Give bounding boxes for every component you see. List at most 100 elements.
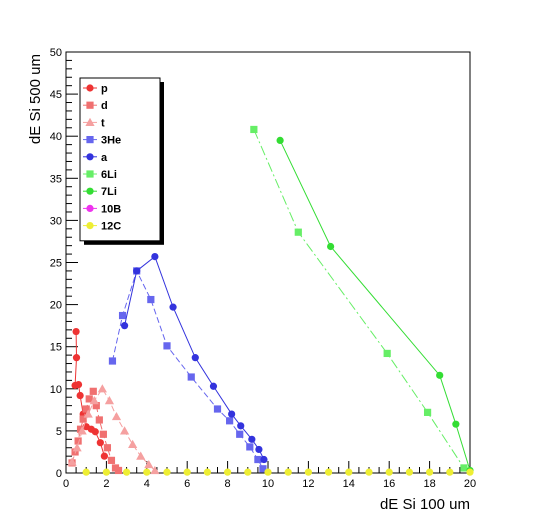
x-tick-label: 16 [383, 478, 395, 490]
legend: pdt 3He a 6Li 7Li 10B 12C [79, 77, 164, 245]
legend-entry-10B: 10B [83, 203, 121, 215]
data-point-7Li [452, 420, 460, 428]
data-point-t [136, 451, 146, 460]
data-point-p [72, 354, 81, 362]
data-point-12C [203, 468, 211, 476]
data-point-p [100, 452, 108, 460]
legend-entry-d: d [83, 100, 108, 112]
data-point-12C [385, 468, 393, 476]
x-tick-label: 20 [464, 478, 476, 490]
data-point-12C [224, 468, 232, 476]
data-point-p [91, 428, 99, 436]
data-point-a [255, 445, 263, 454]
data-point-d [89, 387, 97, 395]
data-point-a [248, 435, 256, 443]
data-point-t [72, 443, 82, 452]
data-point-12C [284, 468, 292, 476]
data-point-p [72, 327, 80, 336]
data-point-t [89, 395, 99, 405]
x-tick-label: 18 [423, 478, 435, 490]
data-point-a [260, 455, 268, 464]
legend-marker [86, 84, 94, 92]
data-point-a [169, 303, 177, 311]
legend-label: a [101, 152, 108, 164]
series-layer [67, 125, 474, 476]
data-point-3He [187, 373, 195, 381]
data-point-3He [163, 342, 171, 350]
series-6Li [250, 125, 468, 472]
data-point-12C [123, 468, 131, 476]
y-tick-label: 40 [50, 131, 62, 143]
series-t [67, 384, 160, 475]
data-point-12C [183, 468, 191, 476]
legend-entry-p: p [83, 83, 108, 95]
y-tick-label: 50 [50, 47, 62, 59]
legend-label: 12C [101, 221, 121, 233]
data-point-a [191, 354, 199, 362]
data-point-a [151, 253, 159, 261]
data-point-a [120, 322, 129, 330]
data-point-12C [264, 468, 272, 476]
legend-marker [86, 153, 94, 161]
data-point-12C [82, 468, 90, 476]
data-point-d [71, 448, 79, 456]
data-point-d [82, 405, 90, 413]
data-point-t [150, 465, 160, 475]
data-point-3He [259, 465, 267, 473]
data-point-a [133, 267, 141, 275]
legend-entry-a: a [83, 152, 108, 164]
data-point-6Li [294, 228, 302, 236]
data-point-t [128, 439, 138, 448]
legend-entry-7Li: 7Li [83, 186, 117, 198]
legend-entry-3He: 3He [83, 135, 121, 147]
legend-label: 10B [101, 203, 121, 215]
data-point-12C [365, 468, 373, 476]
legend-label: 7Li [101, 186, 117, 198]
data-point-3He [147, 295, 155, 304]
legend-marker [86, 222, 94, 230]
data-point-t [111, 411, 122, 421]
x-tick-label: 6 [184, 478, 190, 490]
y-tick-label: 10 [50, 384, 62, 396]
series-3He [108, 267, 267, 473]
legend-label: 6Li [101, 169, 117, 181]
data-point-12C [466, 468, 474, 476]
y-tick-label: 15 [50, 342, 62, 354]
data-point-t [104, 395, 115, 405]
data-point-d [95, 416, 103, 424]
data-point-6Li [460, 464, 468, 472]
legend-entry-6Li: 6Li [83, 169, 117, 181]
legend-entry-12C: 12C [83, 221, 121, 233]
data-point-t [97, 384, 107, 393]
y-axis-title: dE Si 500 um [27, 54, 44, 144]
x-tick-label: 10 [262, 478, 274, 490]
x-tick-label: 2 [103, 478, 109, 490]
data-point-12C [102, 468, 110, 476]
data-point-a [209, 382, 218, 390]
y-tick-label: 20 [50, 300, 62, 312]
data-point-d [99, 430, 107, 438]
x-tick-label: 14 [343, 478, 355, 490]
data-point-3He [213, 405, 222, 413]
data-point-3He [226, 417, 234, 425]
data-point-t [83, 409, 93, 418]
data-point-12C [304, 468, 312, 476]
data-point-t [119, 426, 130, 435]
data-point-7Li [327, 242, 335, 251]
data-point-d [114, 466, 123, 475]
series-12C [82, 468, 474, 476]
data-point-d [103, 444, 112, 452]
legend-label: t [101, 117, 105, 129]
legend-marker [86, 170, 94, 178]
x-axis-title: dE Si 100 um [380, 496, 470, 513]
data-point-3He [108, 357, 117, 365]
legend-label: d [101, 100, 108, 112]
data-point-a [228, 410, 236, 418]
series-line-6Li [253, 129, 465, 469]
legend-marker [86, 101, 94, 109]
data-point-12C [446, 468, 454, 476]
data-point-6Li [250, 125, 258, 134]
data-point-12C [163, 468, 171, 476]
data-point-12C [244, 468, 252, 476]
legend-marker [86, 204, 94, 212]
